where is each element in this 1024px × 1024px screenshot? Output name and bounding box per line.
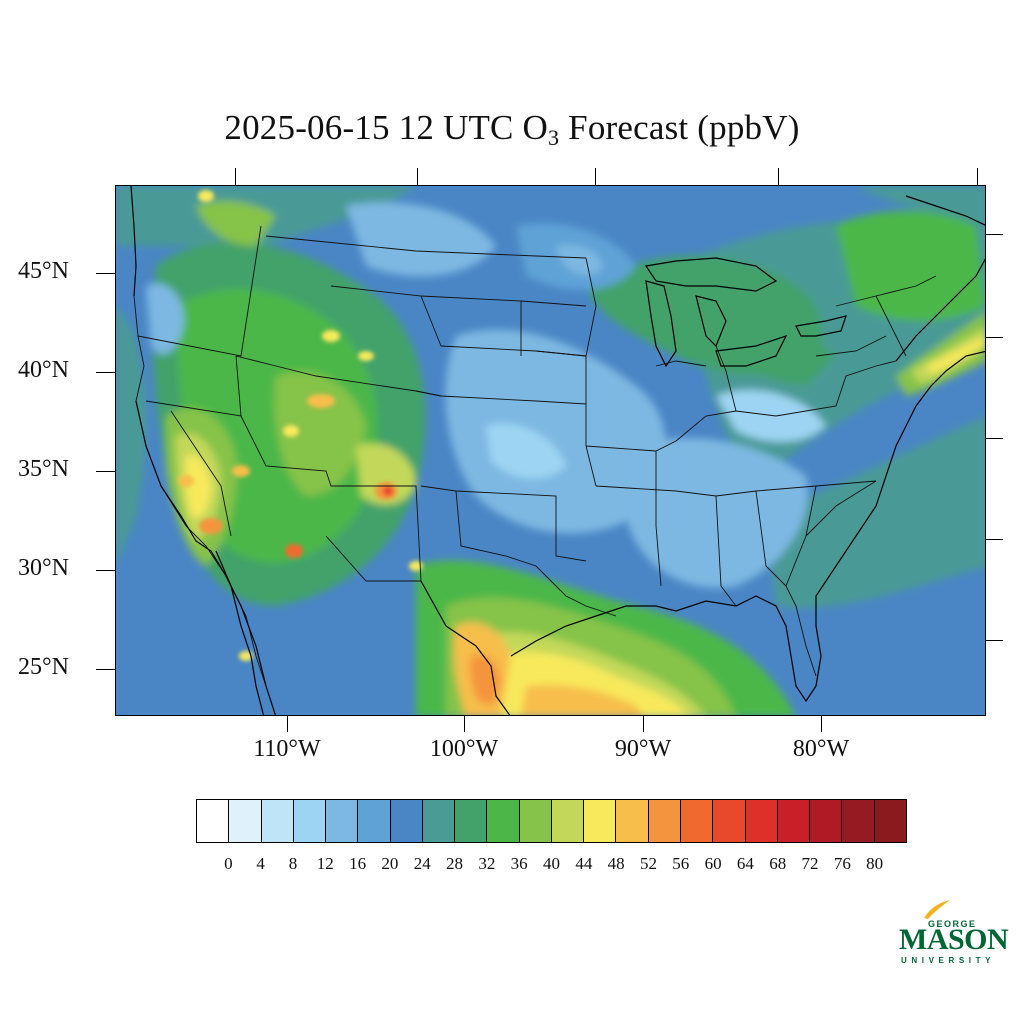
colorbar-swatch xyxy=(777,800,811,842)
lon-label-90w: 90°W xyxy=(614,736,672,762)
ozone-fill xyxy=(116,186,985,715)
colorbar-label: 40 xyxy=(543,854,560,873)
top-tick xyxy=(417,168,418,185)
top-tick xyxy=(235,168,236,185)
left-tick xyxy=(96,372,115,373)
colorbar-label: 36 xyxy=(510,854,528,873)
colorbar-label: 80 xyxy=(866,854,884,873)
right-tick xyxy=(986,234,1003,235)
right-tick xyxy=(986,640,1003,641)
left-tick xyxy=(96,570,115,571)
colorbar-swatch xyxy=(713,800,746,842)
title-subscript: 3 xyxy=(548,125,560,150)
logo-line-george: GEORGE xyxy=(928,919,977,929)
colorbar-swatch xyxy=(293,800,327,842)
colorbar-swatch xyxy=(422,800,456,842)
colorbar-label: 0 xyxy=(224,854,233,873)
title-suffix: Forecast (ppbV) xyxy=(559,108,800,147)
colorbar-swatch xyxy=(680,800,714,842)
title-prefix: 2025-06-15 12 UTC O xyxy=(224,108,549,147)
top-tick xyxy=(778,168,779,185)
left-tick xyxy=(96,471,115,472)
colorbar-label: 44 xyxy=(575,854,593,873)
bottom-tick xyxy=(643,716,644,732)
coastlines xyxy=(130,186,985,715)
george-mason-logo: GEORGE MASON UNIVERSITY xyxy=(898,898,1009,968)
colorbar-swatch xyxy=(229,800,262,842)
colorbar-label: 32 xyxy=(478,854,496,873)
colorbar-swatch xyxy=(455,800,488,842)
ozone-map xyxy=(115,185,986,716)
colorbar-label: 64 xyxy=(736,854,754,873)
right-tick xyxy=(986,438,1003,439)
logo-leaf-icon xyxy=(924,900,950,919)
colorbar-swatch xyxy=(745,800,778,842)
lat-label-30n: 30°N xyxy=(18,555,69,581)
colorbar-swatch xyxy=(874,800,906,842)
map-title: 2025-06-15 12 UTC O3 Forecast (ppbV) xyxy=(0,108,1024,151)
colorbar-swatch xyxy=(197,800,230,842)
colorbar-swatch xyxy=(842,800,875,842)
colorbar-label: 28 xyxy=(446,854,464,873)
colorbar-swatch xyxy=(810,800,843,842)
left-tick xyxy=(96,669,115,670)
colorbar-label: 72 xyxy=(801,854,819,873)
lon-label-100w: 100°W xyxy=(429,736,499,762)
colorbar-label: 56 xyxy=(672,854,690,873)
bottom-tick xyxy=(464,716,465,732)
right-tick xyxy=(986,337,1003,338)
colorbar-swatch xyxy=(358,800,391,842)
colorbar-label: 68 xyxy=(769,854,787,873)
bottom-tick xyxy=(821,716,822,732)
colorbar-label: 8 xyxy=(288,854,298,873)
colorbar-swatch xyxy=(616,800,649,842)
left-tick xyxy=(96,273,115,274)
lat-label-45n: 45°N xyxy=(18,258,69,284)
bottom-tick xyxy=(287,716,288,732)
colorbar-label: 24 xyxy=(413,854,431,873)
colorbar-swatch xyxy=(390,800,423,842)
right-tick xyxy=(986,539,1003,540)
colorbar-swatch xyxy=(648,800,681,842)
lon-label-80w: 80°W xyxy=(792,736,850,762)
colorbar-swatch xyxy=(584,800,617,842)
colorbar-label: 20 xyxy=(381,854,399,873)
colorbar-swatch xyxy=(261,800,294,842)
logo-line-mason: MASON xyxy=(899,923,1009,956)
colorbar-label: 76 xyxy=(833,854,851,873)
colorbar-swatch xyxy=(551,800,585,842)
colorbar-swatch xyxy=(487,800,520,842)
colorbar-label: 12 xyxy=(316,854,334,873)
colorbar-label: 52 xyxy=(639,854,657,873)
colorbar-label: 48 xyxy=(607,854,625,873)
colorbar-swatch xyxy=(326,800,359,842)
top-tick xyxy=(595,168,596,185)
lon-label-110w: 110°W xyxy=(253,736,321,762)
lat-label-35n: 35°N xyxy=(18,456,69,482)
colorbar-label: 4 xyxy=(256,854,265,873)
top-tick xyxy=(977,168,978,185)
colorbar xyxy=(196,799,907,843)
lat-label-25n: 25°N xyxy=(18,654,69,680)
colorbar-swatch xyxy=(519,800,552,842)
colorbar-label: 16 xyxy=(349,854,367,873)
ozone-field xyxy=(116,186,985,715)
logo-line-university: UNIVERSITY xyxy=(901,956,996,965)
colorbar-label: 60 xyxy=(704,854,722,873)
state-borders xyxy=(133,225,937,687)
lat-label-40n: 40°N xyxy=(18,357,69,383)
ozone-hotspots xyxy=(178,190,423,661)
